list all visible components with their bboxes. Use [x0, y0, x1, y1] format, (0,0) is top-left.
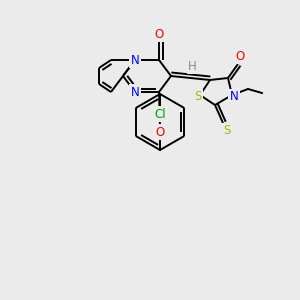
- Text: S: S: [194, 91, 202, 103]
- Text: N: N: [130, 53, 140, 67]
- Text: N: N: [130, 85, 140, 98]
- Text: N: N: [230, 91, 238, 103]
- Text: O: O: [236, 50, 244, 62]
- Text: S: S: [223, 124, 231, 137]
- Text: H: H: [188, 59, 197, 73]
- Text: O: O: [155, 125, 165, 139]
- Text: Cl: Cl: [154, 107, 166, 121]
- Text: O: O: [154, 28, 164, 40]
